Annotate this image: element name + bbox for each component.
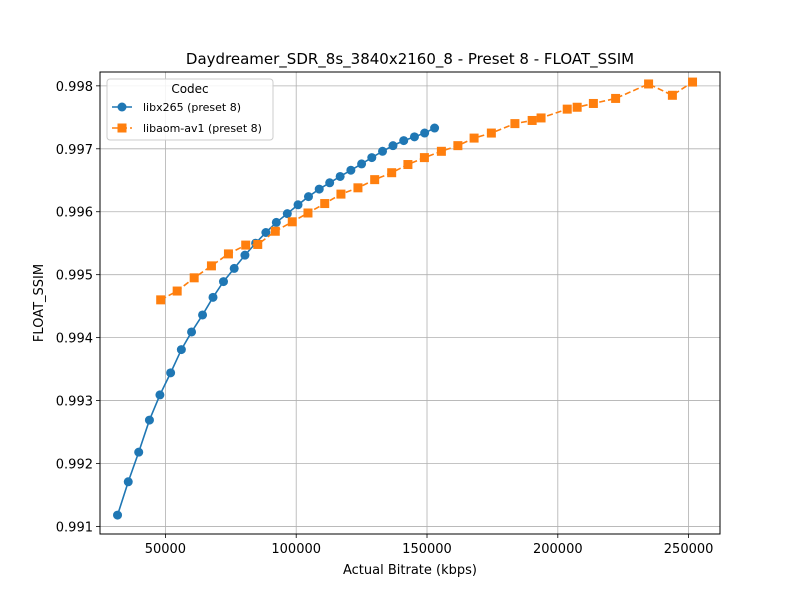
x-tick-label: 100000 — [271, 542, 321, 557]
data-point — [271, 217, 281, 227]
grid-lines — [100, 72, 720, 534]
data-point — [282, 209, 292, 219]
legend-label: libaom-av1 (preset 8) — [143, 122, 262, 135]
y-tick-label: 0.998 — [56, 80, 93, 95]
y-axis: 0.991 0.992 0.993 0.994 0.995 0.996 0.997 0.998 — [56, 80, 100, 535]
data-point — [436, 146, 446, 156]
data-point — [527, 115, 537, 125]
y-tick-label: 0.992 — [56, 458, 93, 473]
data-point — [253, 239, 263, 249]
data-point — [223, 249, 233, 259]
x-tick-label: 250000 — [664, 542, 714, 557]
data-point — [469, 133, 479, 143]
x-axis: 50000 100000 150000 200000 250000 — [145, 534, 714, 557]
data-point — [688, 77, 698, 87]
data-point — [667, 90, 677, 100]
legend-title: Codec — [171, 82, 208, 96]
data-point — [387, 168, 397, 178]
data-point — [611, 93, 621, 103]
data-point — [420, 128, 430, 138]
data-point — [562, 104, 572, 114]
series-2 — [156, 77, 698, 305]
data-point — [430, 123, 440, 133]
y-tick-label: 0.997 — [56, 143, 93, 158]
data-point — [241, 240, 251, 250]
chart-title: Daydreamer_SDR_8s_3840x2160_8 - Preset 8… — [186, 50, 634, 69]
data-point — [303, 192, 313, 202]
data-point — [403, 160, 413, 170]
y-tick-label: 0.994 — [56, 332, 93, 347]
legend-label: libx265 (preset 8) — [143, 101, 241, 114]
data-point — [303, 208, 313, 218]
data-point — [367, 153, 377, 163]
data-point — [346, 165, 356, 175]
data-point — [320, 199, 330, 209]
data-point — [314, 184, 324, 194]
y-tick-label: 0.991 — [56, 520, 93, 535]
data-point — [166, 368, 176, 378]
data-point — [536, 113, 546, 123]
data-point — [293, 200, 303, 210]
data-point — [409, 132, 419, 142]
data-point — [172, 286, 182, 296]
data-point — [229, 263, 239, 273]
series-layer — [113, 77, 698, 520]
x-tick-label: 200000 — [533, 542, 583, 557]
data-point — [206, 261, 216, 271]
data-point — [270, 226, 280, 236]
data-point — [218, 277, 228, 287]
legend-box — [106, 78, 274, 141]
data-point — [388, 141, 398, 151]
y-tick-label: 0.996 — [56, 206, 93, 221]
data-point — [399, 136, 409, 146]
y-axis-label: FLOAT_SSIM — [32, 264, 47, 342]
data-point — [357, 159, 367, 169]
data-point — [240, 250, 250, 260]
data-point — [198, 310, 208, 320]
data-point — [176, 345, 186, 355]
legend-swatch-marker — [117, 102, 127, 112]
data-point — [261, 228, 271, 238]
data-point — [287, 217, 297, 227]
data-point — [189, 273, 199, 283]
data-point — [123, 477, 133, 487]
data-point — [453, 141, 463, 151]
data-point — [378, 146, 388, 156]
legend-swatch-marker — [117, 123, 127, 133]
legend: Codec libx265 (preset 8) libaom-av1 (pres… — [106, 78, 274, 141]
data-point — [486, 128, 496, 138]
data-point — [208, 292, 218, 302]
data-point — [113, 510, 123, 520]
data-point — [353, 183, 363, 193]
data-point — [419, 153, 429, 163]
data-point — [325, 178, 335, 188]
data-point — [644, 79, 654, 89]
plot-frame — [99, 71, 721, 535]
data-point — [335, 171, 345, 181]
y-tick-label: 0.995 — [56, 269, 93, 284]
data-point — [588, 98, 598, 108]
data-point — [370, 175, 380, 185]
data-point — [336, 189, 346, 199]
data-point — [510, 119, 520, 129]
data-point — [572, 102, 582, 112]
x-tick-label: 50000 — [145, 542, 186, 557]
x-tick-label: 150000 — [402, 542, 452, 557]
data-point — [155, 390, 165, 400]
data-point — [144, 415, 154, 425]
data-point — [187, 327, 197, 337]
data-point — [156, 295, 166, 305]
y-tick-label: 0.993 — [56, 395, 93, 410]
data-point — [134, 447, 144, 457]
x-axis-label: Actual Bitrate (kbps) — [343, 563, 477, 578]
legend-entries: libx265 (preset 8) libaom-av1 (preset 8) — [112, 101, 262, 135]
